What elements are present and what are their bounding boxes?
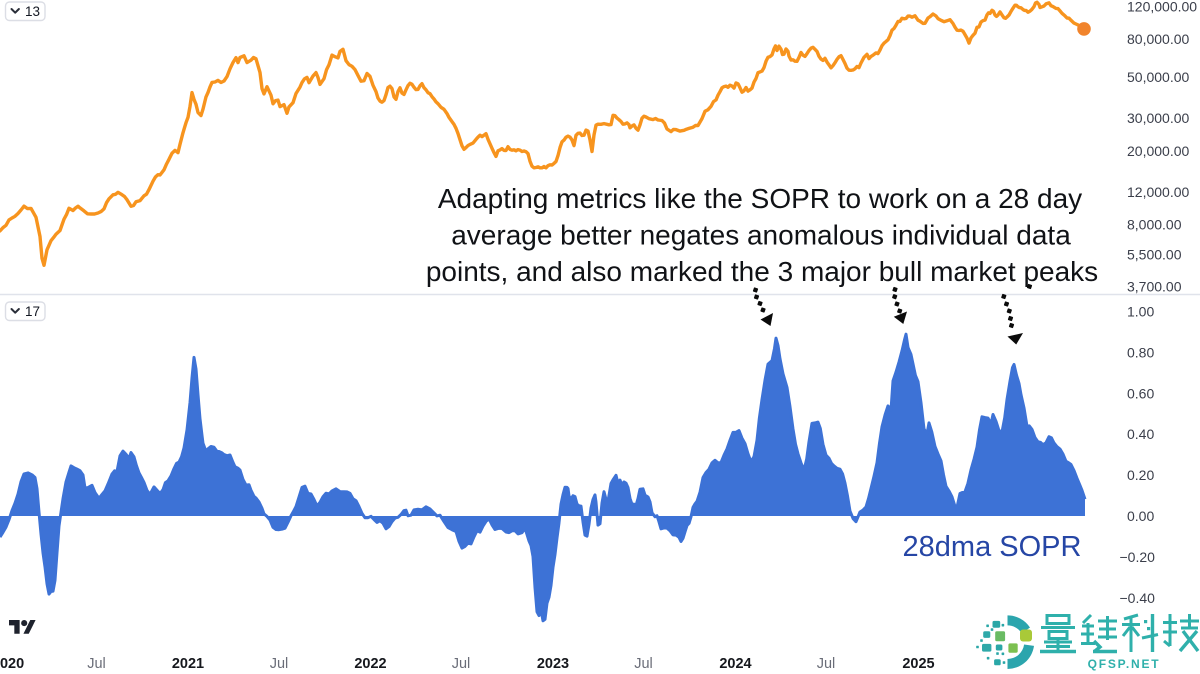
svg-text:20,000.00: 20,000.00: [1127, 143, 1189, 159]
svg-text:Jul: Jul: [634, 656, 653, 672]
svg-text:1.00: 1.00: [1127, 304, 1154, 320]
svg-text:2024: 2024: [719, 656, 751, 672]
svg-text:120,000.00: 120,000.00: [1127, 0, 1197, 15]
svg-text:average better negates anomalo: average better negates anomalous individ…: [451, 220, 1071, 251]
svg-text:28dma SOPR: 28dma SOPR: [903, 531, 1082, 563]
svg-text:0.60: 0.60: [1127, 385, 1154, 401]
svg-text:Jul: Jul: [270, 656, 289, 672]
svg-text:0.80: 0.80: [1127, 344, 1154, 360]
svg-text:80,000.00: 80,000.00: [1127, 31, 1189, 47]
svg-text:0.40: 0.40: [1127, 426, 1154, 442]
svg-text:0.20: 0.20: [1127, 467, 1154, 483]
svg-text:17: 17: [25, 304, 40, 319]
svg-text:2021: 2021: [172, 656, 204, 672]
svg-text:2023: 2023: [537, 656, 569, 672]
svg-text:30,000.00: 30,000.00: [1127, 110, 1189, 126]
svg-text:Adapting metrics like the SOPR: Adapting metrics like the SOPR to work o…: [438, 183, 1082, 214]
svg-text:12,000.00: 12,000.00: [1127, 184, 1189, 200]
svg-text:13: 13: [25, 4, 40, 19]
svg-text:QFSP.NET: QFSP.NET: [1088, 657, 1161, 671]
svg-text:points, and also marked the 3: points, and also marked the 3 major bull…: [426, 256, 1098, 287]
svg-text:−0.20: −0.20: [1120, 549, 1156, 565]
svg-text:0.00: 0.00: [1127, 508, 1154, 524]
svg-text:Jul: Jul: [817, 656, 836, 672]
svg-text:Jul: Jul: [452, 656, 471, 672]
svg-text:8,000.00: 8,000.00: [1127, 217, 1182, 233]
svg-text:Jul: Jul: [87, 656, 106, 672]
svg-text:2022: 2022: [354, 656, 386, 672]
svg-text:3,700.00: 3,700.00: [1127, 279, 1182, 295]
svg-text:50,000.00: 50,000.00: [1127, 69, 1189, 85]
svg-text:2025: 2025: [902, 656, 934, 672]
svg-text:5,500.00: 5,500.00: [1127, 247, 1182, 263]
svg-text:2020: 2020: [0, 656, 24, 672]
svg-text:−0.40: −0.40: [1120, 590, 1156, 606]
